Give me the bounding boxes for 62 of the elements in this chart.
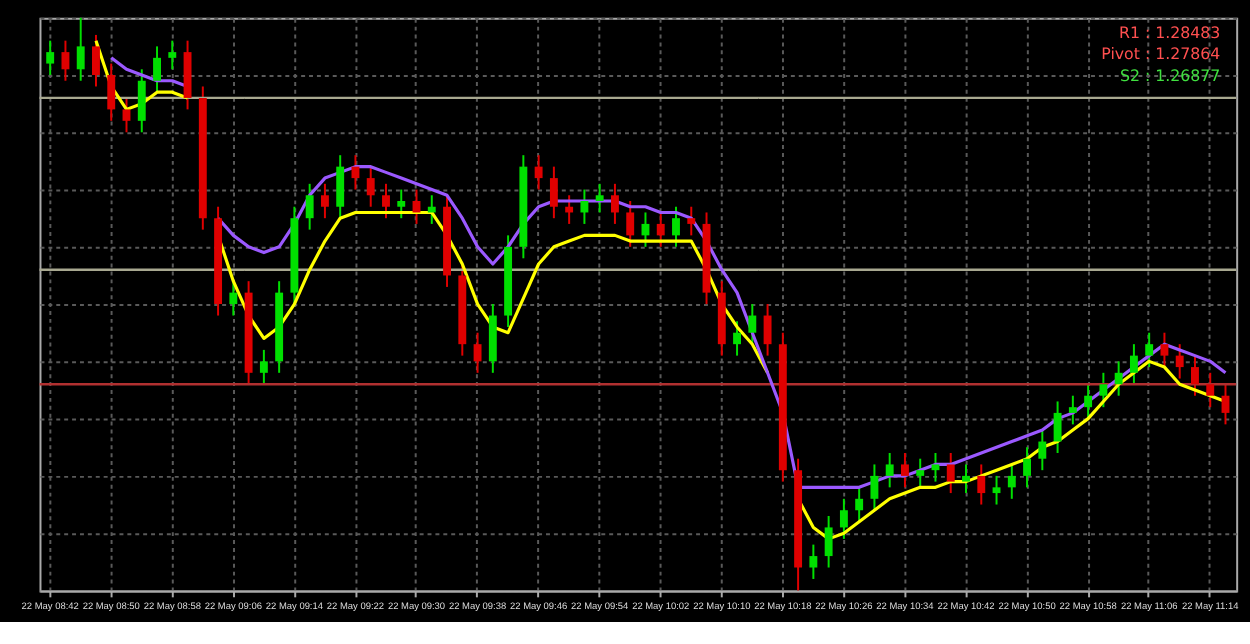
annotation: S2 : 1.26877 bbox=[1119, 66, 1221, 85]
candlestick bbox=[1206, 371, 1215, 409]
candlestick bbox=[1084, 383, 1093, 420]
candlestick bbox=[183, 39, 192, 111]
candlestick bbox=[870, 463, 879, 512]
candlestick bbox=[687, 205, 696, 237]
candlestick bbox=[809, 543, 818, 580]
candlestick bbox=[946, 451, 955, 495]
candlestick bbox=[885, 451, 894, 489]
candlestick bbox=[1160, 331, 1169, 369]
candlestick bbox=[336, 154, 345, 220]
candlestick bbox=[1053, 400, 1062, 454]
candlestick bbox=[305, 182, 314, 231]
candlestick bbox=[488, 303, 497, 374]
candlestick bbox=[168, 39, 177, 71]
candlestick bbox=[534, 154, 543, 191]
candlestick bbox=[76, 16, 85, 82]
candlestick bbox=[1191, 354, 1199, 397]
candlestick bbox=[839, 497, 848, 540]
candlestick bbox=[931, 451, 940, 483]
candlestick bbox=[259, 348, 268, 386]
candlestick bbox=[46, 39, 55, 77]
annotation: R1 : 1.28483 bbox=[1118, 23, 1221, 42]
candlestick bbox=[962, 463, 970, 495]
candlestick bbox=[1023, 446, 1032, 489]
candlestick bbox=[901, 451, 909, 489]
candlestick bbox=[137, 68, 146, 134]
candlestick bbox=[229, 280, 238, 317]
candlestick bbox=[626, 200, 635, 248]
candlestick bbox=[610, 182, 619, 225]
candlestick bbox=[977, 463, 986, 506]
candlestick bbox=[473, 331, 482, 374]
candlestick bbox=[1099, 371, 1108, 409]
candlestick bbox=[992, 474, 1001, 506]
candlestick bbox=[824, 514, 833, 569]
candlestick bbox=[672, 205, 680, 248]
candlestick bbox=[763, 303, 772, 357]
candlestick bbox=[92, 33, 100, 88]
candlestick bbox=[748, 303, 757, 346]
candlestick bbox=[916, 457, 925, 489]
candlestick bbox=[580, 188, 589, 225]
candlestick bbox=[1007, 463, 1016, 500]
candlestick bbox=[382, 182, 390, 220]
candlestick bbox=[733, 320, 741, 357]
candlestick bbox=[595, 182, 604, 214]
candlestick bbox=[61, 39, 70, 82]
candlestick bbox=[397, 188, 406, 220]
candlestick bbox=[1068, 394, 1077, 426]
candlestick bbox=[153, 45, 161, 94]
candlestick bbox=[1175, 343, 1184, 380]
candlestick bbox=[366, 165, 375, 208]
annotation: Pivot : 1.27864 bbox=[1101, 45, 1221, 64]
candlestick bbox=[855, 486, 864, 523]
candlestick bbox=[1129, 343, 1138, 386]
candlestick bbox=[107, 62, 116, 122]
candlestick bbox=[1145, 331, 1154, 369]
candlestick bbox=[1038, 429, 1047, 472]
candlestick bbox=[1114, 360, 1123, 397]
candlestick bbox=[320, 182, 329, 220]
candlestick bbox=[549, 165, 558, 220]
candlestick bbox=[122, 96, 131, 134]
candlestick bbox=[656, 211, 665, 248]
